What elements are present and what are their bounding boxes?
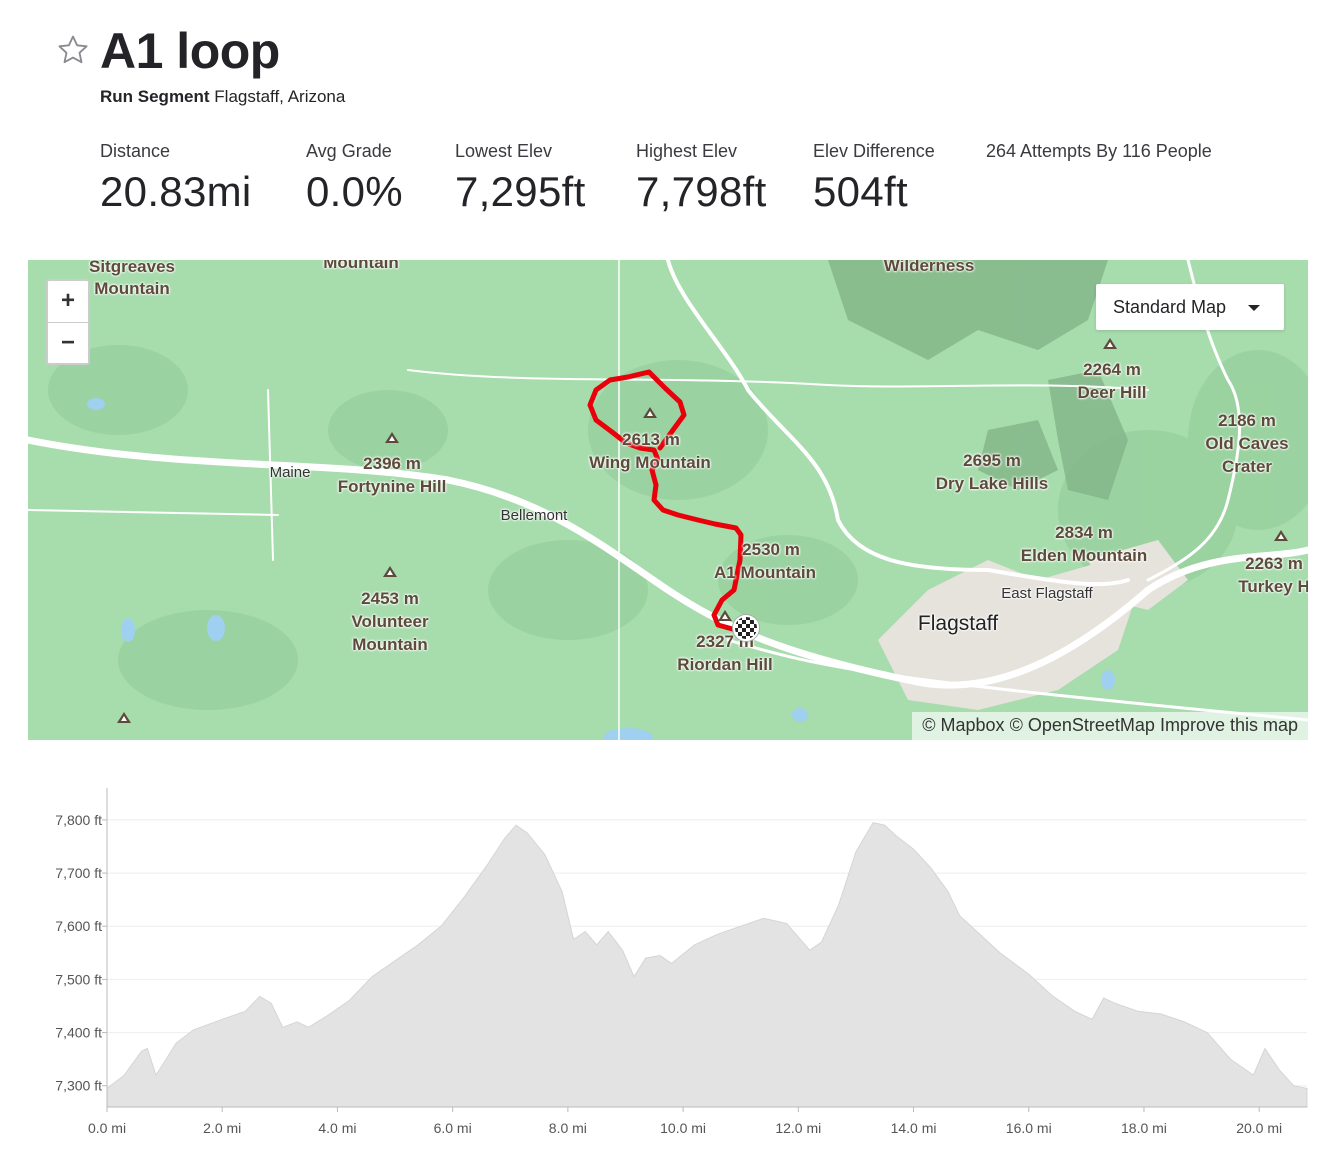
map-label: Mountain (352, 635, 428, 654)
peak-marker-icon (1103, 338, 1117, 349)
x-tick-label: 4.0 mi (318, 1120, 356, 1136)
map-label: Wilderness (883, 260, 975, 275)
map-label: Fortynine Hill (337, 477, 447, 496)
map-base-layer[interactable] (28, 260, 1308, 740)
map-label: 2613 m (622, 430, 680, 449)
segment-title: A1 loop (100, 23, 280, 79)
map-label: Old Caves (1205, 434, 1289, 453)
stat-label: Highest Elev (636, 141, 738, 161)
zoom-out-button[interactable]: − (48, 322, 88, 363)
map-label: Flagstaff (917, 612, 999, 635)
y-tick-label: 7,800 ft (55, 812, 102, 828)
peak-marker-icon (383, 566, 397, 577)
stat-label: Avg Grade (306, 141, 392, 161)
x-tick-label: 14.0 mi (891, 1120, 937, 1136)
map-label: East Flagstaff (1001, 585, 1093, 602)
map-attribution: © Mapbox © OpenStreetMap Improve this ma… (912, 712, 1308, 740)
map-label: Deer Hill (1077, 383, 1147, 402)
map-label: Elden Mountain (1020, 546, 1148, 565)
favorite-star-icon[interactable] (56, 33, 90, 67)
segment-type: Run Segment (100, 87, 210, 106)
mapbox-link[interactable]: © Mapbox (922, 715, 1005, 735)
y-tick-label: 7,300 ft (55, 1078, 102, 1094)
peak-marker-icon (643, 407, 657, 418)
stat-value: 20.83mi (100, 168, 252, 215)
stat-elev-difference: Elev Difference 504ft (813, 141, 935, 216)
x-tick-label: 0.0 mi (88, 1120, 126, 1136)
y-tick-label: 7,400 ft (55, 1025, 102, 1041)
segment-route (587, 369, 744, 633)
osm-link[interactable]: © OpenStreetMap (1009, 715, 1155, 735)
map-label: Wing Mountain (589, 453, 711, 472)
x-tick-label: 18.0 mi (1121, 1120, 1167, 1136)
x-tick-label: 20.0 mi (1236, 1120, 1282, 1136)
elevation-area (106, 822, 1308, 1108)
caret-down-icon (1248, 305, 1260, 311)
attempts-count: 264 Attempts By 116 People (986, 141, 1212, 161)
map-label: A1 Mountain (714, 563, 816, 582)
map-style-selected: Standard Map (1113, 297, 1227, 317)
map-label: Dry Lake Hills (935, 474, 1049, 493)
x-tick-label: 2.0 mi (203, 1120, 241, 1136)
stat-lowest-elev: Lowest Elev 7,295ft (455, 141, 586, 216)
stat-value: 0.0% (306, 168, 403, 215)
x-tick-label: 8.0 mi (549, 1120, 587, 1136)
peak-marker-icon (718, 610, 732, 621)
zoom-control: + − (46, 279, 90, 365)
stat-distance: Distance 20.83mi (100, 141, 252, 216)
x-tick-label: 6.0 mi (434, 1120, 472, 1136)
map-label: 2264 m (1083, 360, 1141, 379)
y-tick-label: 7,500 ft (55, 971, 102, 987)
map-label: 2453 m (361, 589, 419, 608)
stat-value: 7,295ft (455, 168, 586, 215)
map-label: 2263 m (1245, 554, 1303, 573)
map-label: Mountain (323, 260, 399, 272)
map-label: 2530 m (742, 540, 800, 559)
stat-value: 7,798ft (636, 168, 767, 215)
stat-label: Lowest Elev (455, 141, 553, 161)
map-label: Maine (269, 464, 311, 481)
segment-subtitle: Run Segment Flagstaff, Arizona (100, 87, 345, 107)
segment-map[interactable]: Sitgreaves Mountain Mountain Wilderness … (28, 260, 1308, 740)
x-tick-label: 16.0 mi (1006, 1120, 1052, 1136)
map-label: Volunteer (351, 612, 429, 631)
peak-marker-icon (1274, 530, 1288, 541)
peak-marker-icon (385, 432, 399, 443)
map-label: 2834 m (1055, 523, 1113, 542)
map-label: Turkey H (1238, 577, 1308, 596)
elevation-profile-chart[interactable]: 7,300 ft 7,400 ft 7,500 ft 7,600 ft 7,700 ft… (0, 770, 1330, 1162)
segment-location: Flagstaff, Arizona (214, 87, 346, 106)
y-tick-label: 7,700 ft (55, 865, 102, 881)
map-label: Crater (1221, 457, 1273, 476)
map-label: Sitgreaves (89, 260, 175, 276)
x-tick-label: 12.0 mi (775, 1120, 821, 1136)
map-style-dropdown[interactable]: Standard Map (1096, 284, 1284, 330)
zoom-in-button[interactable]: + (60, 287, 75, 314)
map-label: Riordan Hill (677, 655, 773, 674)
stat-avg-grade: Avg Grade 0.0% (306, 141, 403, 216)
map-label: Bellemont (500, 507, 568, 524)
x-tick-label: 10.0 mi (660, 1120, 706, 1136)
stat-label: Elev Difference (813, 141, 935, 161)
peak-marker-icon (117, 712, 131, 723)
map-label: 2695 m (963, 451, 1021, 470)
improve-map-link[interactable]: Improve this map (1159, 715, 1298, 735)
stat-value: 504ft (813, 168, 908, 215)
map-label: Mountain (94, 279, 170, 298)
stat-label: Distance (100, 141, 171, 161)
map-label: 2186 m (1218, 411, 1276, 430)
finish-flag-icon (733, 615, 759, 641)
map-label: 2396 m (363, 454, 421, 473)
stat-highest-elev: Highest Elev 7,798ft (636, 141, 767, 216)
y-tick-label: 7,600 ft (55, 918, 102, 934)
